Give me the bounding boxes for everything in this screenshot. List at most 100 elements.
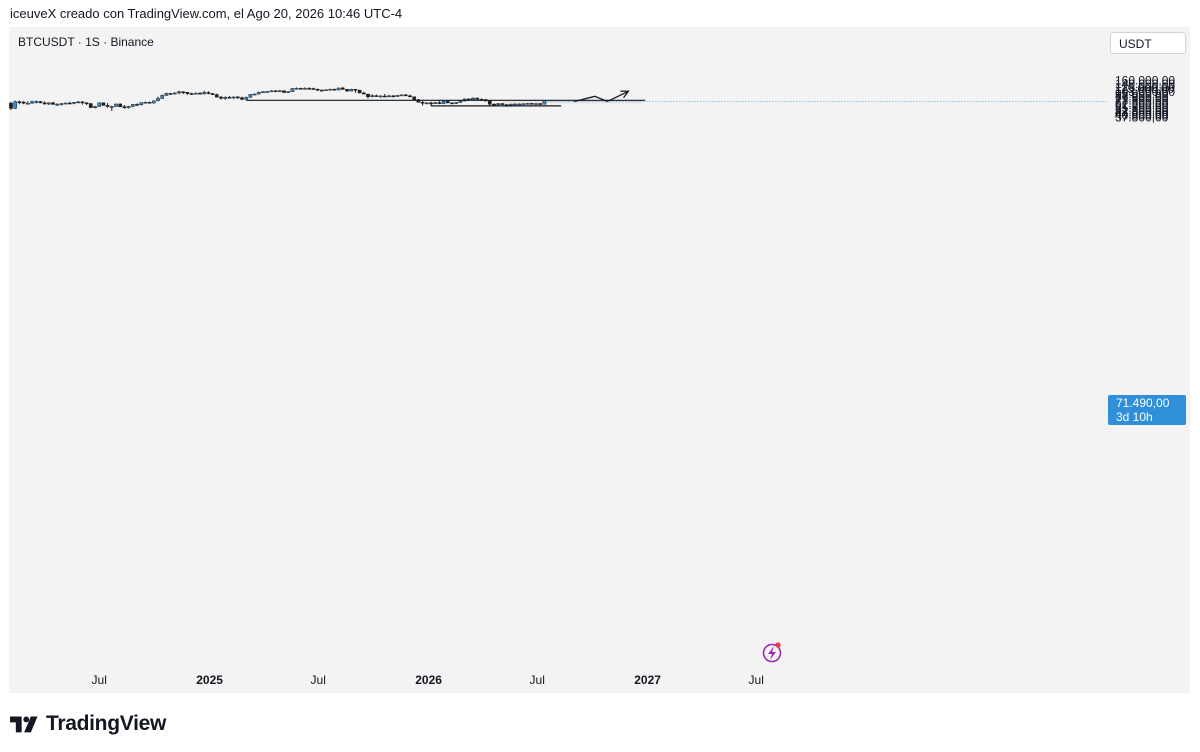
- candle: [17, 100, 22, 105]
- candle-body: [126, 106, 131, 109]
- candle: [286, 91, 291, 93]
- candle: [105, 103, 110, 108]
- candle-body: [307, 88, 312, 90]
- chart-svg[interactable]: 160.000,00140.000,00125.000,00115.000,00…: [9, 27, 1190, 693]
- candle-body: [13, 101, 18, 109]
- time-tick-label: 2025: [196, 673, 223, 687]
- time-tick-label: 2027: [634, 673, 661, 687]
- candle-body: [332, 88, 337, 91]
- candle: [55, 103, 60, 106]
- candle: [231, 96, 236, 100]
- candle: [34, 100, 39, 104]
- candle: [399, 94, 404, 97]
- candle: [244, 96, 249, 100]
- candle: [185, 92, 190, 95]
- candle-body: [399, 94, 404, 97]
- candle: [72, 102, 76, 105]
- footer-branding: TradingView: [10, 710, 166, 738]
- price-tick-label: 67.500,00: [1115, 96, 1169, 110]
- candle: [172, 92, 177, 95]
- candle: [240, 96, 244, 101]
- candle-body: [525, 103, 530, 105]
- tradingview-logo-icon: [10, 716, 38, 733]
- candle-body: [286, 91, 291, 93]
- candle: [336, 87, 341, 91]
- time-tick-label: Jul: [530, 673, 545, 687]
- candle-body: [319, 89, 324, 92]
- candle: [282, 90, 286, 93]
- candle-body: [357, 89, 362, 94]
- candle: [97, 102, 102, 107]
- candle-body: [210, 93, 215, 95]
- currency-badge[interactable]: USDT: [1110, 32, 1186, 54]
- candle-body: [374, 95, 379, 97]
- time-tick-label: Jul: [92, 673, 107, 687]
- candle-body: [277, 90, 282, 92]
- candle-body: [298, 88, 303, 90]
- candle-body: [30, 101, 34, 104]
- candle-body: [80, 101, 85, 104]
- price-tick-label: 61.500,00: [1115, 98, 1169, 112]
- price-tick-label: 95.000,00: [1115, 87, 1169, 101]
- candle: [277, 90, 282, 93]
- candle: [151, 100, 156, 104]
- candle: [25, 101, 30, 105]
- candle: [269, 90, 274, 93]
- candle-body: [214, 94, 219, 98]
- candle: [164, 92, 169, 96]
- candle: [450, 102, 454, 105]
- projection-path-line[interactable]: [573, 90, 629, 103]
- candle-body: [521, 103, 526, 106]
- candle-body: [437, 102, 442, 104]
- candle: [168, 93, 173, 95]
- candle: [294, 87, 299, 90]
- candle-body: [248, 94, 253, 98]
- candle: [441, 101, 446, 105]
- range-zone-box[interactable]: [502, 101, 641, 104]
- candle: [198, 92, 202, 95]
- candle: [189, 92, 194, 95]
- candle: [235, 96, 240, 99]
- candle: [67, 101, 72, 105]
- candle: [177, 90, 181, 95]
- candle-body: [315, 89, 320, 91]
- candle-body: [340, 87, 345, 90]
- candle-body: [403, 94, 408, 97]
- candle: [534, 103, 538, 105]
- candle-body: [420, 102, 425, 104]
- price-tick-label: 37.800,00: [1115, 111, 1169, 125]
- candle-body: [395, 95, 400, 97]
- candle-body: [244, 97, 249, 100]
- candle-body: [538, 103, 543, 105]
- candle-body: [118, 103, 123, 107]
- candle: [59, 103, 64, 106]
- candle: [38, 101, 43, 104]
- candle-body: [282, 90, 286, 93]
- candle-body: [294, 88, 299, 90]
- candle-body: [76, 101, 81, 104]
- candle-body: [25, 102, 30, 105]
- candle-body: [227, 96, 232, 99]
- chart-area[interactable]: 160.000,00 140.000,00 125.000,00 115.000,00…: [9, 27, 1190, 693]
- candle: [202, 90, 207, 95]
- candle-body: [336, 87, 341, 91]
- candles-layer: [9, 86, 547, 112]
- candle-body: [269, 90, 274, 93]
- candle-body: [21, 101, 26, 104]
- candle-body: [202, 92, 207, 95]
- lightning-alert-icon[interactable]: [762, 642, 782, 663]
- candle-body: [84, 102, 89, 105]
- last-price-label: 71.490,00 3d 10h: [1108, 395, 1186, 425]
- price-tick-label: 51.500,00: [1115, 103, 1169, 117]
- candle-body: [114, 103, 118, 107]
- price-tick-label: 40.800,00: [1115, 109, 1169, 123]
- symbol-label[interactable]: BTCUSDT · 1S · Binance: [18, 35, 154, 49]
- candle: [357, 89, 362, 94]
- candle-body: [189, 93, 194, 95]
- candle: [324, 89, 328, 92]
- range-zone-layer: [502, 101, 641, 104]
- candle-body: [72, 102, 76, 104]
- candle-body: [105, 105, 110, 107]
- candle: [101, 102, 106, 106]
- candle: [303, 87, 307, 90]
